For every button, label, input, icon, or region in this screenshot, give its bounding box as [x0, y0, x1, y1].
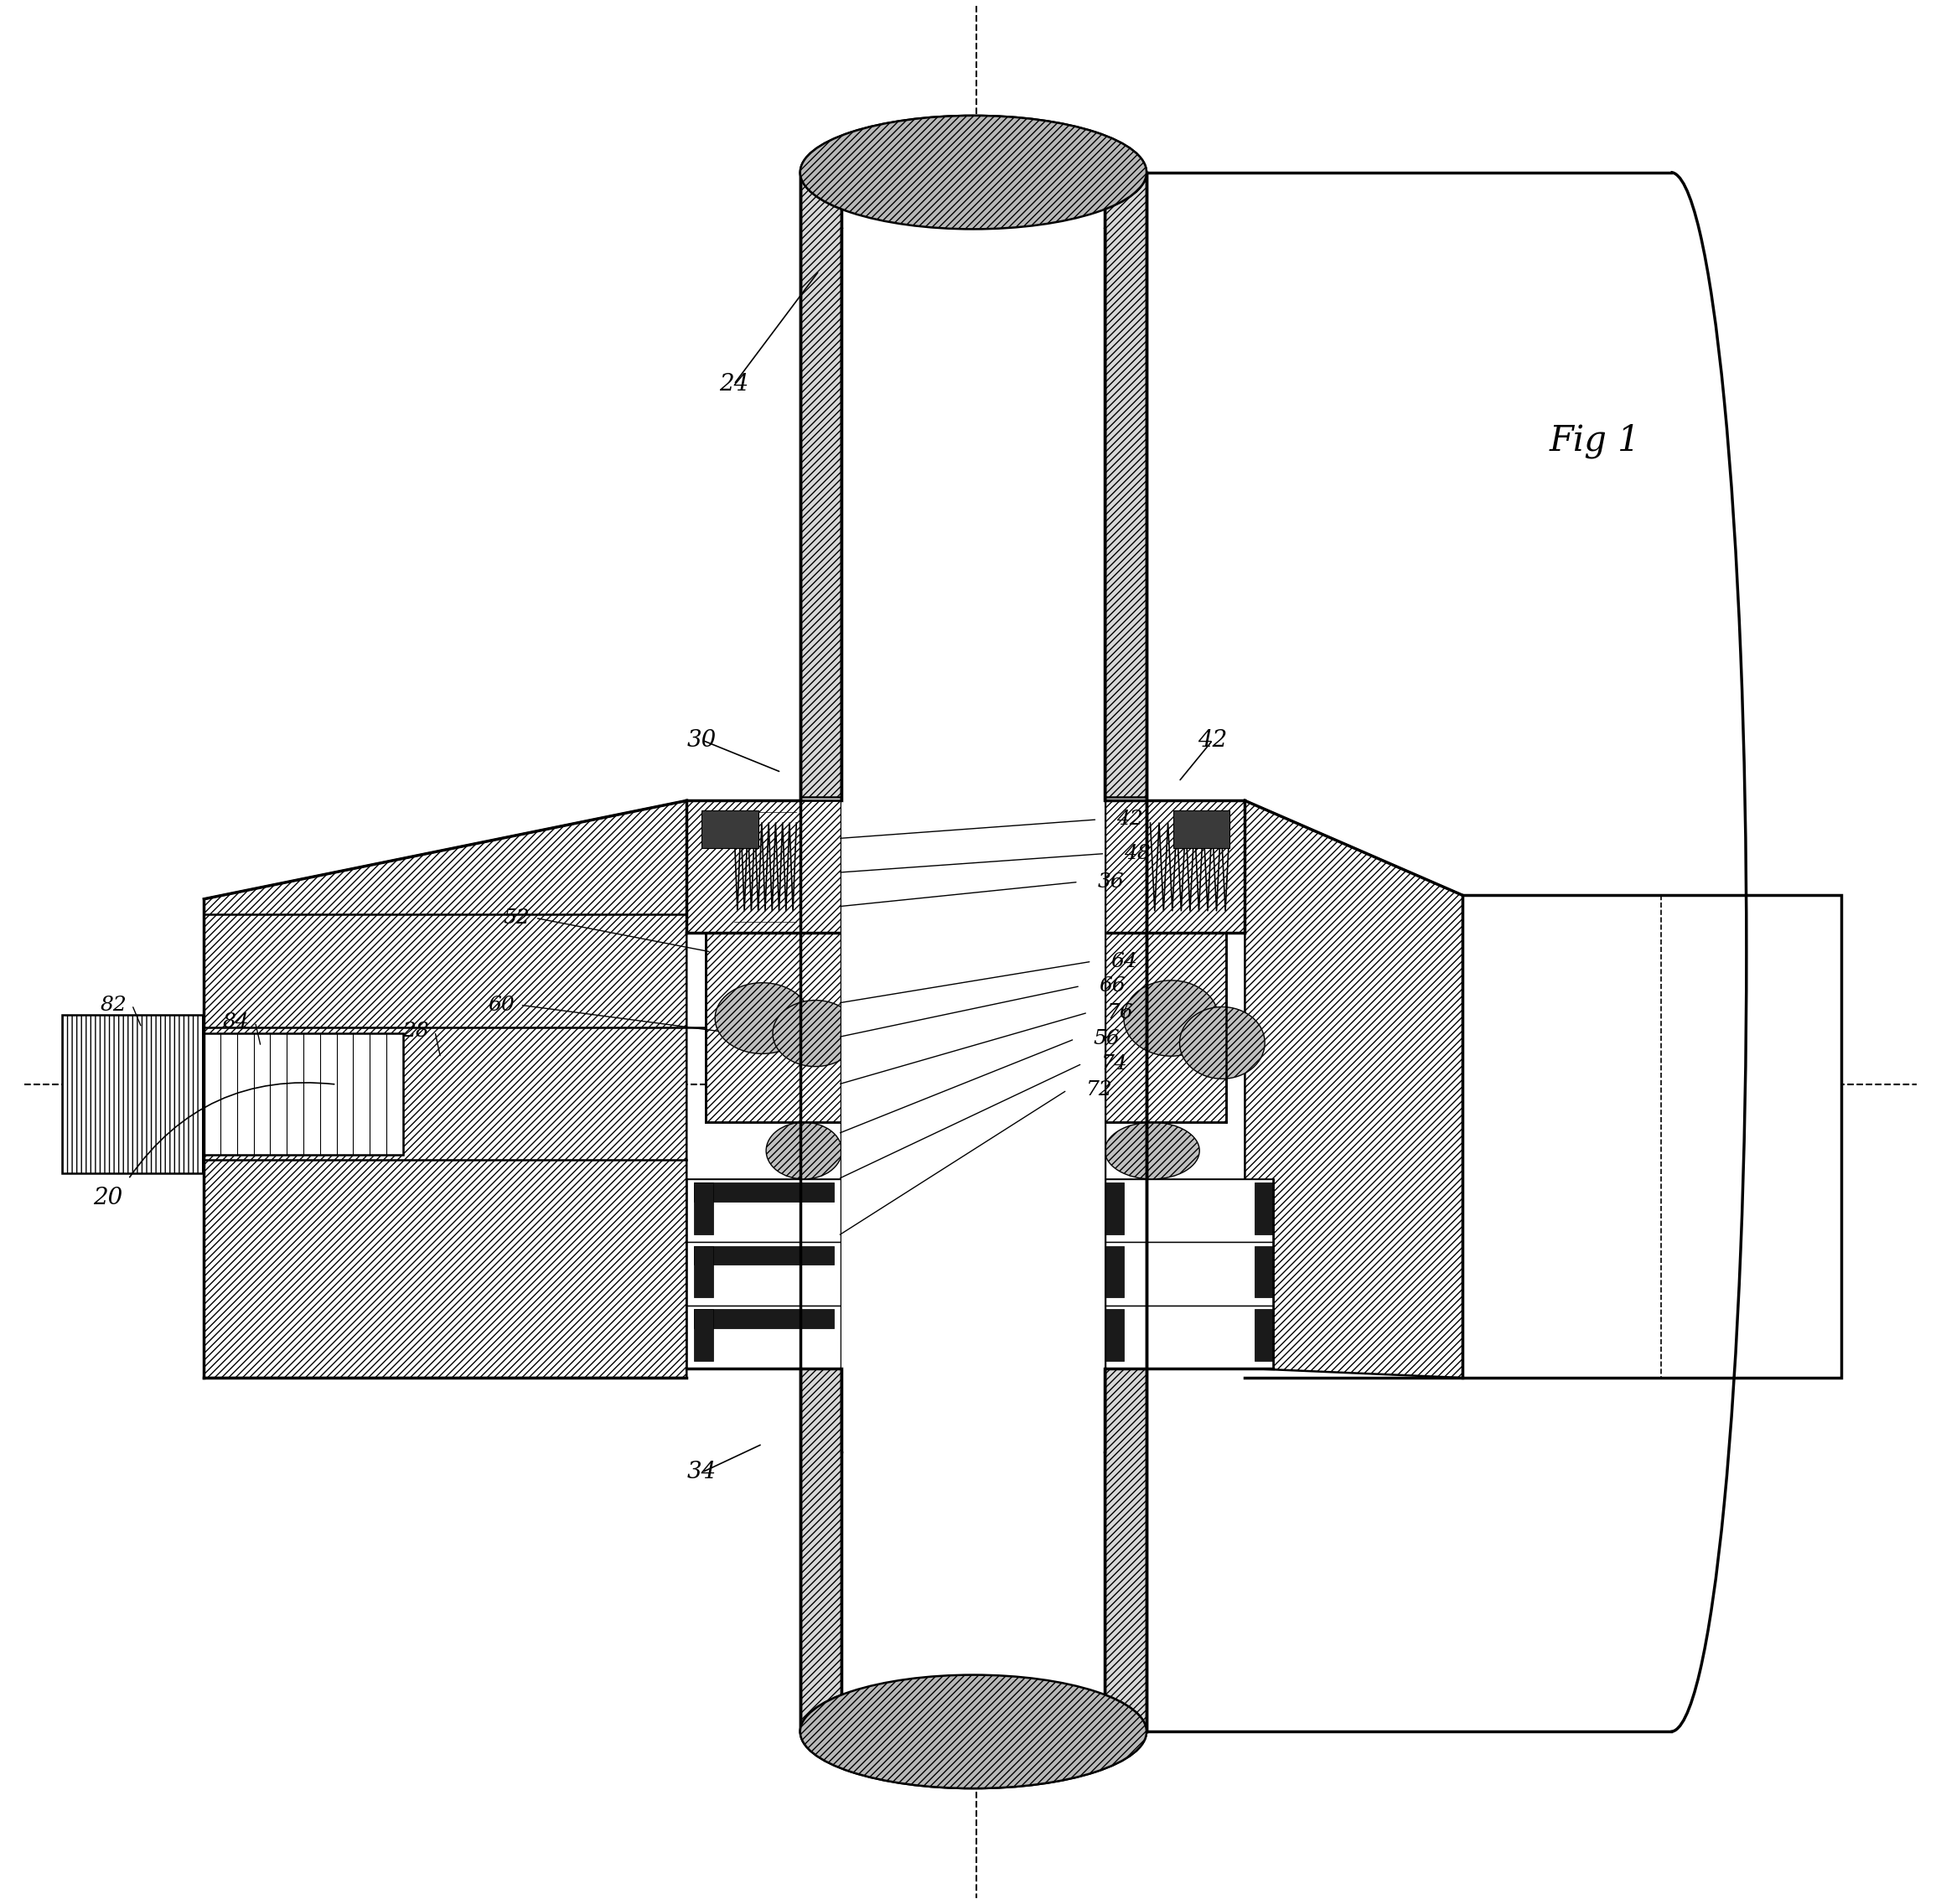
Polygon shape	[1244, 800, 1464, 1378]
Bar	[705, 933, 842, 1121]
Text: 52: 52	[503, 908, 530, 927]
Text: 76: 76	[1106, 1003, 1134, 1022]
Bar	[1104, 1179, 1273, 1369]
Bar	[1254, 1182, 1273, 1234]
Text: 48: 48	[1124, 843, 1151, 863]
Bar	[842, 228, 1104, 1451]
Text: 56: 56	[1093, 1030, 1120, 1049]
Ellipse shape	[1124, 981, 1219, 1057]
Bar	[62, 1015, 204, 1173]
Text: 34: 34	[687, 1460, 716, 1483]
Bar	[842, 173, 1104, 1731]
Bar	[842, 173, 1104, 1731]
Ellipse shape	[773, 1000, 858, 1066]
Text: 64: 64	[1110, 952, 1137, 971]
Bar	[800, 1369, 842, 1731]
Bar	[1104, 173, 1147, 798]
Bar	[695, 1310, 712, 1361]
Bar	[1104, 1306, 1273, 1369]
Text: 42: 42	[1198, 729, 1227, 752]
Text: 66: 66	[1099, 977, 1126, 996]
Polygon shape	[204, 800, 687, 1378]
Bar	[1104, 1245, 1124, 1299]
Bar	[1254, 1310, 1273, 1361]
Bar	[1104, 173, 1671, 1731]
Bar	[1104, 1310, 1124, 1361]
Bar	[695, 1182, 712, 1234]
Ellipse shape	[800, 116, 1147, 228]
Bar	[1104, 1182, 1124, 1234]
Bar	[1104, 1179, 1273, 1241]
Bar	[1104, 1369, 1147, 1731]
Ellipse shape	[800, 116, 1147, 228]
Bar	[687, 1241, 842, 1306]
Bar	[1254, 1245, 1273, 1299]
Text: 84: 84	[223, 1013, 250, 1032]
Ellipse shape	[800, 1676, 1147, 1788]
Text: 42: 42	[1116, 809, 1143, 828]
Bar	[695, 1245, 712, 1299]
Bar	[800, 173, 842, 798]
Bar	[695, 1310, 835, 1327]
Bar	[1172, 809, 1231, 847]
Bar	[695, 1245, 835, 1264]
Bar	[687, 1179, 842, 1241]
Bar	[1104, 933, 1227, 1121]
Bar	[687, 1179, 842, 1369]
Bar	[695, 1182, 835, 1201]
Ellipse shape	[1104, 1121, 1200, 1179]
Bar	[687, 800, 842, 933]
Bar	[1104, 1241, 1273, 1306]
Text: 60: 60	[487, 996, 514, 1015]
Bar	[703, 809, 759, 847]
Text: 28: 28	[402, 1022, 429, 1041]
Ellipse shape	[800, 1676, 1147, 1788]
Text: 20: 20	[93, 1186, 122, 1209]
Ellipse shape	[714, 982, 809, 1053]
Text: 36: 36	[1097, 872, 1124, 891]
Bar	[1464, 895, 1842, 1378]
Text: 24: 24	[720, 373, 749, 396]
Ellipse shape	[1180, 1007, 1266, 1080]
Text: Fig 1: Fig 1	[1549, 423, 1640, 459]
Text: 30: 30	[687, 729, 716, 752]
Text: 72: 72	[1085, 1080, 1112, 1101]
Bar	[1104, 800, 1244, 933]
Bar	[204, 1034, 402, 1154]
Text: 82: 82	[99, 996, 126, 1015]
Bar	[687, 1306, 842, 1369]
Text: 74: 74	[1101, 1055, 1128, 1074]
Ellipse shape	[767, 1121, 842, 1179]
